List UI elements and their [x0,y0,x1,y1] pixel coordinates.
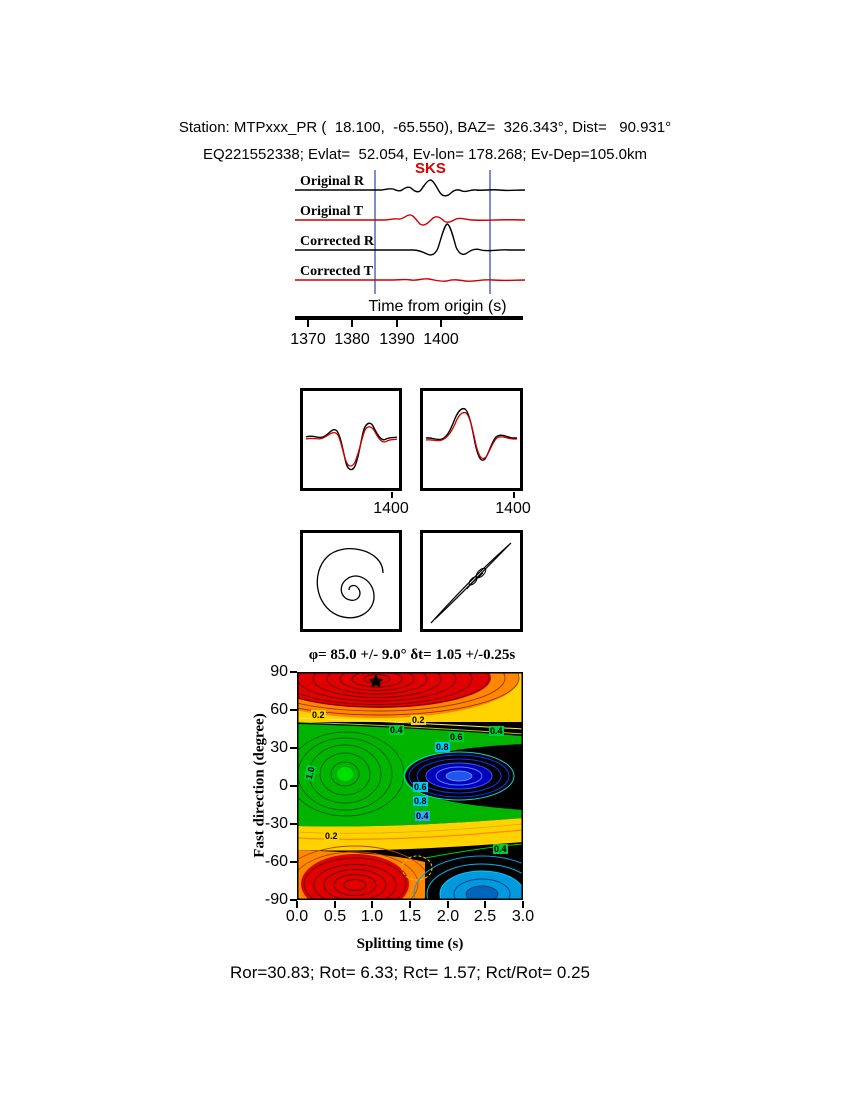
y-tick-label: 90 [270,663,288,680]
splitting-contour-map [297,672,523,900]
particle-motion-original-panel [300,530,402,632]
y-tick-label: -60 [264,853,288,870]
time-tick-label: 1400 [495,500,531,517]
cyan-contours [413,855,523,900]
contour-label: 0.2 [311,710,326,720]
contour-label: 0.6 [413,782,428,792]
contour-label: 0.8 [435,742,450,752]
particle-motion-spiral [316,548,384,619]
original-r-trace [295,179,526,197]
trace-label-original-r: Original R [300,174,365,189]
splitting-result-title: φ= 85.0 +/- 9.0° δt= 1.05 +/-0.25s [308,647,516,663]
small-scribble [466,572,484,590]
trace-label-corrected-r: Corrected R [300,234,374,249]
axis-tick [440,320,442,327]
y-axis-title: Fast direction (degree) [251,713,268,858]
x-tick-label: 2.5 [473,908,497,925]
axis-tick [307,320,309,327]
x-tick-label: 0.0 [285,908,309,925]
x-tick-label: 3.0 [511,908,535,925]
y-tick-label: -90 [264,891,288,908]
axis-tick [290,861,297,863]
axis-tick [290,823,297,825]
blue-contours [408,754,510,798]
small-loop [475,567,487,579]
y-tick-label: 60 [270,701,288,718]
axis-tick [484,901,486,908]
axis-tick [371,901,373,908]
time-tick-label: 1400 [373,500,409,517]
event-info-line: EQ221552338; Evlat= 52.054, Ev-lon= 178.… [202,146,648,163]
station-info-line: Station: MTPxxx_PR ( 18.100, -65.550), B… [178,119,672,136]
axis-tick [396,320,398,327]
x-tick-label: 0.5 [323,908,347,925]
axis-tick [296,901,298,908]
trace-label-original-t: Original T [300,204,364,219]
waveform-comparison-left-panel [300,388,402,491]
waveform-panel: SKS Original R Original T Corrected R Co… [290,160,530,362]
splitting-map: 0.2 0.2 0.4 0.6 0.4 0.8 1.0 0.6 0.8 0.4 … [297,672,523,900]
contour-label: 0.6 [449,732,464,742]
contour-label: 0.8 [413,796,428,806]
red-waveform [425,411,517,460]
contour-label: 0.4 [489,726,504,736]
x-axis-title: Splitting time (s) [356,936,464,952]
particle-motion-corrected-panel [420,530,523,632]
time-axis [295,316,523,320]
contour-label: 0.2 [411,715,426,725]
axis-tick [409,901,411,908]
comparison-waveforms-right [425,407,517,461]
quality-stats-line: Ror=30.83; Rot= 6.33; Rct= 1.57; Rct/Rot… [229,963,591,982]
x-tick-label: 1.5 [398,908,422,925]
red-waveform [305,426,398,467]
axis-tick [334,901,336,908]
black-waveform [425,407,517,461]
x-tick-label: 2.0 [436,908,460,925]
contour-label: 0.4 [493,844,508,854]
time-tick-label: 1370 [290,331,326,348]
time-axis-label: Time from origin (s) [368,298,507,315]
linear-return-path [434,544,510,620]
black-waveform [305,422,398,471]
y-tick-label: 30 [270,739,288,756]
particle-motion-linear [430,542,512,624]
y-tick-label: -30 [264,815,288,832]
best-fit-star-marker [368,673,384,688]
axis-tick [513,492,515,498]
time-tick-label: 1400 [423,331,459,348]
green-plateau [297,724,523,827]
corrected-t-trace [295,278,526,282]
contour-label: 0.4 [389,725,404,735]
red-contours-bottom [303,857,407,900]
waveform-comparison-right-panel [420,388,523,491]
contour-label: 0.4 [415,811,430,821]
spiral-path [316,548,384,619]
axis-tick [290,899,297,901]
original-t-trace [295,214,526,226]
y-tick-label: 0 [279,777,288,794]
trace-label-corrected-t: Corrected T [300,264,373,279]
axis-tick [290,671,297,673]
comparison-waveforms-left [305,422,398,471]
time-tick-label: 1380 [334,331,370,348]
time-tick-label: 1390 [379,331,415,348]
axis-tick [290,785,297,787]
axis-tick [447,901,449,908]
map-frame-border [297,672,523,900]
axis-tick [290,709,297,711]
x-tick-label: 1.0 [360,908,384,925]
phase-label: SKS [415,160,446,177]
axis-tick [391,492,393,498]
corrected-r-trace [295,223,525,256]
axis-tick [351,320,353,327]
contour-label: 0.2 [324,831,339,841]
axis-tick [522,901,524,908]
axis-tick [290,747,297,749]
seismogram-traces [295,170,526,294]
